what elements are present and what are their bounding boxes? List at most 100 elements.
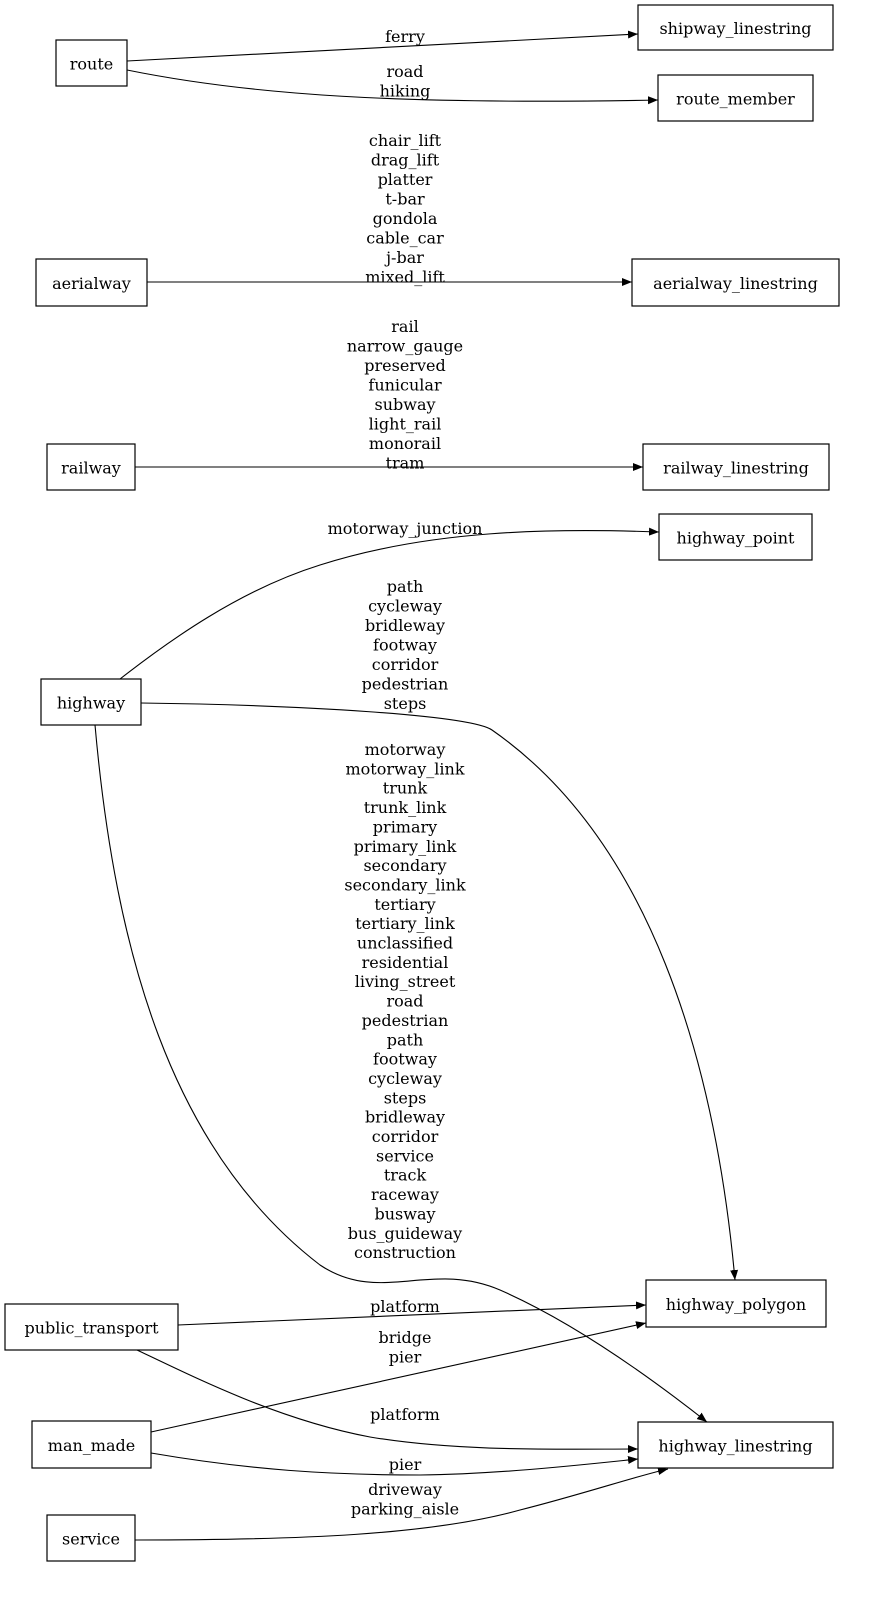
edge-label: gondola — [373, 209, 438, 228]
edge-line — [119, 527, 660, 680]
node-highway-point: highway_point — [658, 513, 813, 561]
node-label: shipway_linestring — [659, 19, 811, 38]
node-label: aerialway_linestring — [653, 274, 818, 293]
edge-line — [136, 1349, 639, 1454]
edge-line — [126, 30, 639, 62]
edge-label: footway — [373, 636, 437, 655]
edge-highway-to-highway-linestring: motorwaymotorway_linktrunktrunk_linkprim… — [94, 724, 708, 1423]
node-box — [657, 74, 814, 122]
edge-label: bridleway — [365, 1108, 445, 1127]
edge-line — [150, 1452, 639, 1476]
node-box — [637, 1421, 834, 1469]
edge-man-made-to-highway-linestring: pier — [150, 1452, 639, 1476]
node-box — [35, 258, 148, 307]
node-route: route — [55, 39, 128, 87]
node-label: highway_linestring — [658, 1437, 812, 1456]
edge-label: driveway — [368, 1480, 442, 1499]
edge-label: motorway_junction — [328, 519, 483, 538]
edge-label: tertiary_link — [355, 914, 455, 933]
edge-label: secondary_link — [344, 875, 466, 894]
edge-label: cycleway — [368, 597, 442, 616]
edge-public-transport-to-highway-polygon: platform — [177, 1297, 647, 1326]
edge-line — [134, 1467, 669, 1541]
node-box — [642, 443, 830, 491]
edge-label: raceway — [371, 1185, 439, 1204]
edge-line — [177, 1301, 647, 1326]
node-highway-linestring: highway_linestring — [637, 1421, 834, 1469]
edge-label: corridor — [372, 1127, 439, 1146]
edge-label: rail — [391, 317, 418, 336]
node-aerialway-linestring: aerialway_linestring — [631, 258, 840, 307]
node-label: railway — [61, 459, 121, 478]
edge-label: pier — [389, 1348, 422, 1367]
edge-aerialway-to-aerialway-linestring: chair_liftdrag_liftplattert-bargondolaca… — [147, 131, 632, 287]
edge-label: residential — [362, 953, 449, 972]
edge-label: road — [386, 62, 423, 81]
edge-label: bus_guideway — [348, 1224, 462, 1243]
node-box — [631, 258, 840, 307]
edge-label: cycleway — [368, 1069, 442, 1088]
node-box — [40, 678, 142, 726]
edge-label: primary — [373, 817, 437, 836]
edge-label: trunk_link — [364, 798, 447, 817]
edge-label: light_rail — [369, 415, 442, 434]
edge-label: monorail — [369, 434, 441, 453]
edge-label: steps — [384, 1088, 427, 1107]
node-box — [31, 1420, 152, 1469]
edge-label: tertiary — [374, 895, 435, 914]
node-label: highway — [57, 694, 125, 713]
node-box — [46, 1514, 136, 1562]
node-label: man_made — [48, 1436, 135, 1455]
edge-line — [94, 724, 708, 1423]
edge-label: parking_aisle — [351, 1500, 459, 1519]
edge-label: road — [386, 992, 423, 1011]
edge-highway-to-highway-point: motorway_junction — [119, 519, 660, 680]
node-shipway-linestring: shipway_linestring — [637, 4, 834, 51]
node-railway: railway — [46, 443, 136, 491]
edge-label: bridge — [379, 1328, 432, 1347]
node-aerialway: aerialway — [35, 258, 148, 307]
edge-line — [140, 702, 739, 1281]
edge-label: service — [376, 1146, 434, 1165]
edge-label: motorway — [365, 740, 446, 759]
edge-label: track — [384, 1166, 427, 1185]
node-label: public_transport — [24, 1319, 159, 1338]
node-service: service — [46, 1514, 136, 1562]
edge-label: platform — [370, 1297, 440, 1316]
edge-highway-to-highway-polygon: pathcyclewaybridlewayfootwaycorridorpede… — [140, 577, 739, 1281]
edge-railway-to-railway-linestring: railnarrow_gaugepreservedfunicularsubway… — [135, 317, 643, 473]
node-label: highway_polygon — [666, 1295, 806, 1314]
edge-label: path — [387, 577, 424, 596]
edge-label: pedestrian — [362, 675, 449, 694]
edge-line — [126, 69, 659, 105]
node-label: route_member — [676, 90, 795, 109]
edge-label: hiking — [380, 82, 431, 101]
node-label: service — [62, 1530, 120, 1549]
edge-label: busway — [374, 1204, 435, 1223]
node-public-transport: public_transport — [4, 1303, 179, 1351]
edge-label: pedestrian — [362, 1011, 449, 1030]
node-box — [55, 39, 128, 87]
edge-label: bridleway — [365, 616, 445, 635]
edge-label: platform — [370, 1405, 440, 1424]
edge-label: unclassified — [357, 934, 453, 953]
edge-label: secondary — [363, 856, 446, 875]
edge-label: construction — [354, 1243, 456, 1262]
node-highway: highway — [40, 678, 142, 726]
edge-label: platter — [378, 170, 433, 189]
edge-label: ferry — [385, 27, 425, 46]
node-label: aerialway — [52, 274, 131, 293]
node-route-member: route_member — [657, 74, 814, 122]
edge-label: tram — [386, 454, 425, 473]
edge-route-to-shipway-linestring: ferry — [126, 27, 639, 62]
edge-label: cable_car — [366, 229, 444, 248]
edge-label: funicular — [368, 376, 442, 395]
edge-label: steps — [384, 694, 427, 713]
edge-public-transport-to-highway-linestring: platform — [136, 1349, 639, 1454]
node-box — [645, 1279, 827, 1328]
node-label: highway_point — [677, 529, 796, 548]
